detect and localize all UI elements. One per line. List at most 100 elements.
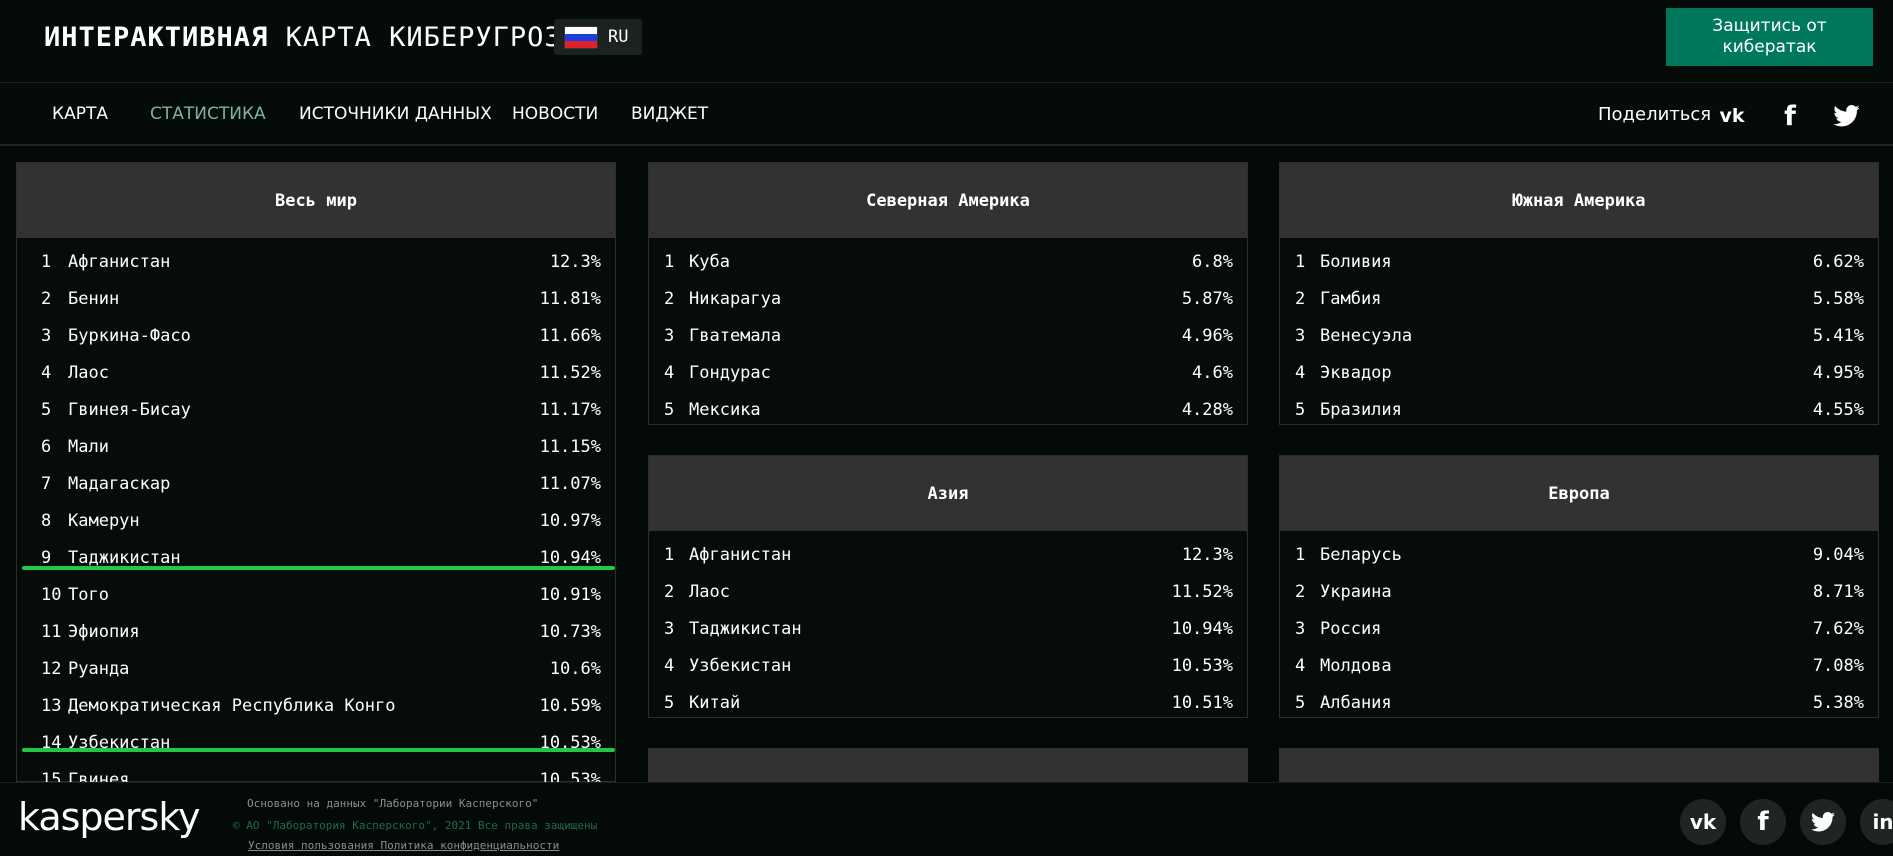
- row-percent: 7.62%: [1812, 619, 1864, 639]
- row-country-name: Гватемала: [689, 326, 782, 346]
- footer-vk-icon[interactable]: vk: [1680, 799, 1726, 845]
- row-percent: 5.87%: [1181, 289, 1233, 309]
- nav-data-sources[interactable]: ИСТОЧНИКИ ДАННЫХ: [299, 104, 492, 124]
- footer: kaspersky Основано на данных "Лаборатори…: [0, 782, 1893, 856]
- row-percent: 10.59%: [539, 696, 601, 716]
- row-percent: 6.62%: [1812, 252, 1864, 272]
- country-row[interactable]: 2 Гамбия 5.58%: [1280, 280, 1878, 317]
- row-percent: 10.97%: [539, 511, 601, 531]
- country-row[interactable]: 14 Узбекистан 10.53%: [17, 724, 615, 761]
- row-country-name: Венесуэла: [1320, 326, 1413, 346]
- country-row[interactable]: 1 Боливия 6.62%: [1280, 243, 1878, 280]
- footer-twitter-icon[interactable]: [1800, 799, 1846, 845]
- country-row[interactable]: 2 Украина 8.71%: [1280, 573, 1878, 610]
- country-row[interactable]: 3 Гватемала 4.96%: [649, 317, 1247, 354]
- country-row[interactable]: 4 Узбекистан 10.53%: [649, 647, 1247, 684]
- main-nav: КАРТА СТАТИСТИКА ИСТОЧНИКИ ДАННЫХ НОВОСТ…: [0, 84, 1893, 146]
- country-row[interactable]: 3 Россия 7.62%: [1280, 610, 1878, 647]
- footer-linkedin-icon[interactable]: in: [1860, 799, 1893, 845]
- row-rank: 2: [664, 582, 675, 602]
- nav-statistics[interactable]: СТАТИСТИКА: [150, 104, 266, 124]
- row-rank: 2: [41, 289, 52, 309]
- row-percent: 4.96%: [1181, 326, 1233, 346]
- country-row[interactable]: 12 Руанда 10.6%: [17, 650, 615, 687]
- country-row[interactable]: 8 Камерун 10.97%: [17, 502, 615, 539]
- row-country-name: Руанда: [68, 659, 130, 679]
- row-percent: 4.28%: [1181, 400, 1233, 420]
- top-bar: ИНТЕРАКТИВНАЯ КАРТА КИБЕРУГРОЗ RU Защити…: [0, 0, 1893, 83]
- panel-world-rows: 1 Афганистан 12.3% 2 Бенин 11.81% 3 Буркина-Фас…: [17, 238, 615, 798]
- row-rank: 1: [664, 545, 675, 565]
- row-rank: 13: [41, 696, 62, 716]
- country-row[interactable]: 7 Мадагаскар 11.07%: [17, 465, 615, 502]
- country-row[interactable]: 9 Таджикистан 10.94%: [17, 539, 615, 576]
- russia-flag-icon: [564, 25, 598, 49]
- country-row[interactable]: 1 Куба 6.8%: [649, 243, 1247, 280]
- country-row[interactable]: 5 Гвинея-Бисау 11.17%: [17, 391, 615, 428]
- country-row[interactable]: 1 Афганистан 12.3%: [17, 243, 615, 280]
- row-rank: 12: [41, 659, 62, 679]
- language-selector[interactable]: RU: [554, 19, 642, 55]
- country-row[interactable]: 10 Того 10.91%: [17, 576, 615, 613]
- highlight-underline: [22, 748, 615, 752]
- footer-facebook-icon[interactable]: f: [1740, 799, 1786, 845]
- facebook-icon[interactable]: f: [1784, 100, 1796, 132]
- privacy-link[interactable]: Политика конфиденциальности: [380, 839, 560, 852]
- row-rank: 10: [41, 585, 62, 605]
- nav-widget[interactable]: ВИДЖЕТ: [631, 104, 709, 124]
- row-country-name: Таджикистан: [689, 619, 802, 639]
- row-country-name: Молдова: [1320, 656, 1392, 676]
- panel-south-america: Южная Америка 1 Боливия 6.62% 2 Гамбия 5.58% 3…: [1279, 162, 1879, 425]
- country-row[interactable]: 4 Молдова 7.08%: [1280, 647, 1878, 684]
- panel-asia-rows: 1 Афганистан 12.3% 2 Лаос 11.52% 3 Таджикистан 1…: [649, 531, 1247, 721]
- vk-icon[interactable]: vk: [1719, 105, 1745, 127]
- nav-map[interactable]: КАРТА: [52, 104, 108, 124]
- row-country-name: Албания: [1320, 693, 1392, 713]
- panel-north-america-rows: 1 Куба 6.8% 2 Никарагуа 5.87% 3 Гватемала 4.96% 4…: [649, 238, 1247, 428]
- protect-button[interactable]: Защитись от кибератак: [1666, 8, 1873, 66]
- kaspersky-logo[interactable]: kaspersky: [18, 795, 200, 839]
- country-row[interactable]: 5 Бразилия 4.55%: [1280, 391, 1878, 428]
- row-country-name: Узбекистан: [689, 656, 792, 676]
- row-percent: 10.94%: [539, 548, 601, 568]
- country-row[interactable]: 2 Бенин 11.81%: [17, 280, 615, 317]
- country-row[interactable]: 11 Эфиопия 10.73%: [17, 613, 615, 650]
- row-country-name: Эфиопия: [68, 622, 140, 642]
- country-row[interactable]: 13 Демократическая Республика Конго 10.59%: [17, 687, 615, 724]
- country-row[interactable]: 5 Мексика 4.28%: [649, 391, 1247, 428]
- nav-news[interactable]: НОВОСТИ: [512, 104, 599, 124]
- row-country-name: Таджикистан: [68, 548, 181, 568]
- site-title[interactable]: ИНТЕРАКТИВНАЯ КАРТА КИБЕРУГРОЗ: [44, 22, 562, 53]
- country-row[interactable]: 2 Никарагуа 5.87%: [649, 280, 1247, 317]
- country-row[interactable]: 6 Мали 11.15%: [17, 428, 615, 465]
- row-percent: 10.6%: [549, 659, 601, 679]
- row-rank: 3: [1295, 619, 1306, 639]
- country-row[interactable]: 3 Таджикистан 10.94%: [649, 610, 1247, 647]
- row-percent: 8.71%: [1812, 582, 1864, 602]
- row-percent: 5.38%: [1812, 693, 1864, 713]
- country-row[interactable]: 1 Беларусь 9.04%: [1280, 536, 1878, 573]
- country-row[interactable]: 5 Албания 5.38%: [1280, 684, 1878, 721]
- row-country-name: Афганистан: [68, 252, 171, 272]
- row-rank: 4: [664, 363, 675, 383]
- row-country-name: Китай: [689, 693, 741, 713]
- row-rank: 1: [41, 252, 52, 272]
- country-row[interactable]: 5 Китай 10.51%: [649, 684, 1247, 721]
- terms-link[interactable]: Условия пользования: [248, 839, 374, 852]
- row-rank: 5: [1295, 400, 1306, 420]
- country-row[interactable]: 3 Венесуэла 5.41%: [1280, 317, 1878, 354]
- country-row[interactable]: 4 Эквадор 4.95%: [1280, 354, 1878, 391]
- country-row[interactable]: 1 Афганистан 12.3%: [649, 536, 1247, 573]
- country-row[interactable]: 2 Лаос 11.52%: [649, 573, 1247, 610]
- country-row[interactable]: 4 Гондурас 4.6%: [649, 354, 1247, 391]
- country-row[interactable]: 4 Лаос 11.52%: [17, 354, 615, 391]
- row-percent: 6.8%: [1192, 252, 1233, 272]
- row-country-name: Бразилия: [1320, 400, 1402, 420]
- row-percent: 10.91%: [539, 585, 601, 605]
- twitter-icon[interactable]: [1830, 100, 1862, 132]
- row-percent: 11.17%: [539, 400, 601, 420]
- row-country-name: Гамбия: [1320, 289, 1382, 309]
- country-row[interactable]: 3 Буркина-Фасо 11.66%: [17, 317, 615, 354]
- row-rank: 1: [664, 252, 675, 272]
- row-country-name: Мадагаскар: [68, 474, 171, 494]
